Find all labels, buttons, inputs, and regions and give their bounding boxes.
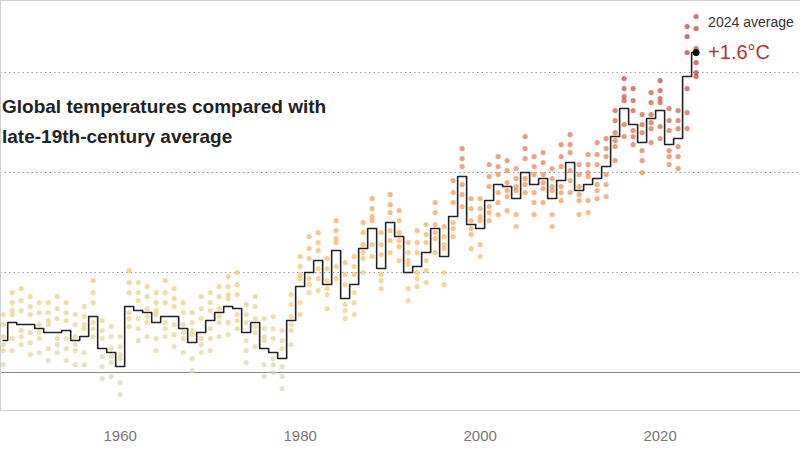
svg-text:1960: 1960 — [103, 427, 136, 444]
svg-text:2020: 2020 — [643, 427, 676, 444]
svg-text:1980: 1980 — [283, 427, 316, 444]
html-text:Global temperatures compared w: Global temperatures compared with late-1… — [2, 96, 327, 147]
svg-text:2000: 2000 — [463, 427, 496, 444]
svg-text:+1.6°C: +1.6°C — [708, 41, 770, 63]
svg-text:2024 average: 2024 average — [708, 14, 794, 30]
